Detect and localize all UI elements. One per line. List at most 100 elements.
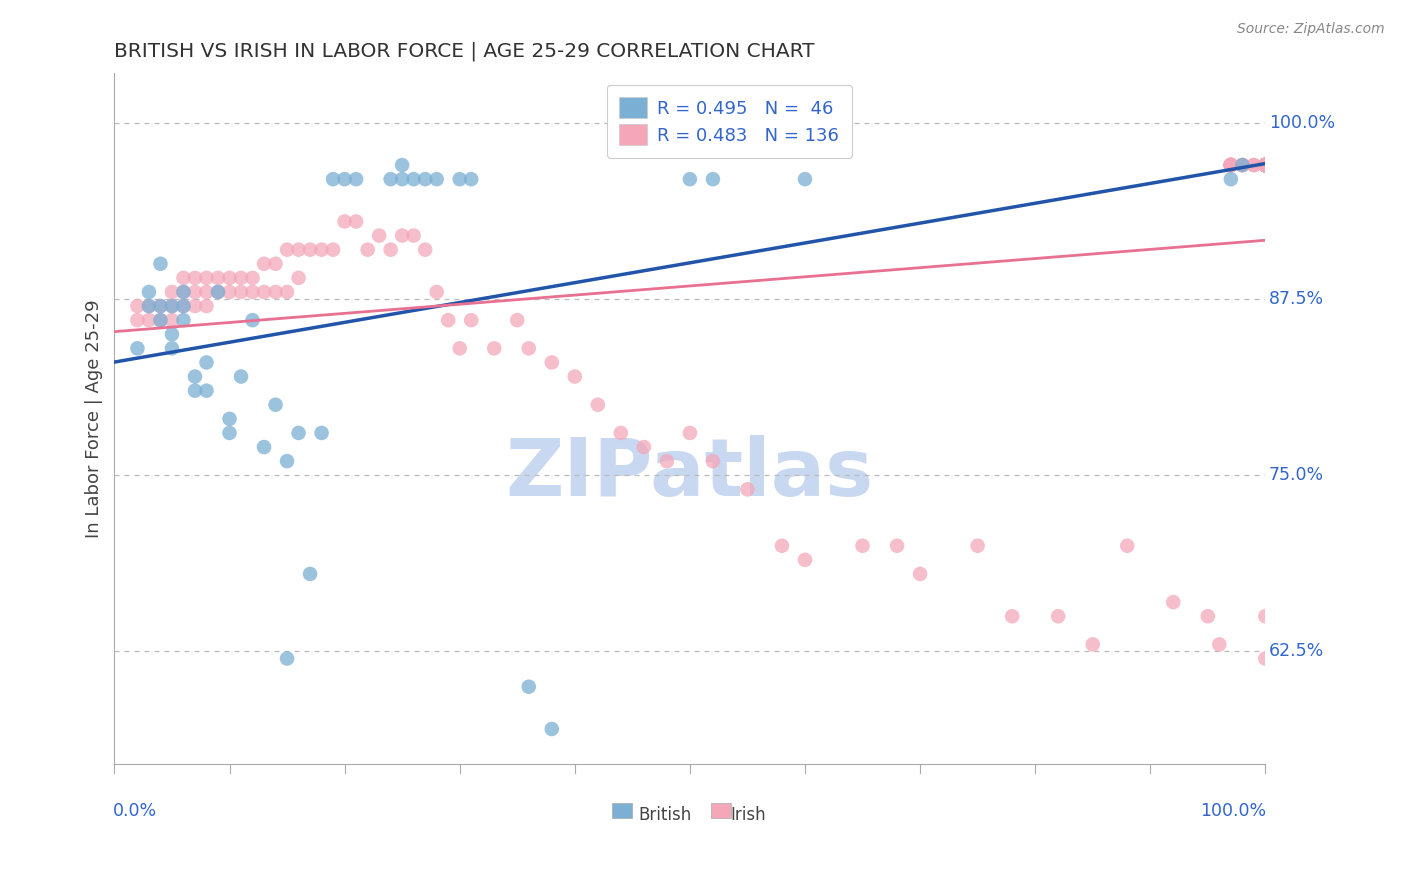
Point (655, 454, 678, 468)
Point (160, 327, 183, 342)
Point (1254, 158, 1277, 172)
Point (1254, 158, 1277, 172)
Point (184, 384, 207, 398)
Point (449, 172, 471, 186)
Point (207, 271, 229, 285)
Point (287, 243, 309, 257)
Point (207, 285, 229, 299)
FancyBboxPatch shape (612, 803, 633, 818)
Point (229, 271, 252, 285)
Point (1219, 158, 1241, 172)
Point (195, 384, 218, 398)
Point (264, 398, 287, 412)
Point (184, 369, 207, 384)
Point (299, 243, 322, 257)
Point (1232, 158, 1254, 172)
Point (138, 313, 160, 327)
Point (851, 539, 873, 553)
Point (1254, 158, 1277, 172)
Point (218, 271, 240, 285)
Text: British: British (638, 805, 692, 823)
Point (149, 299, 172, 313)
Point (1254, 158, 1277, 172)
Point (287, 271, 309, 285)
Point (1243, 158, 1265, 172)
Point (1254, 158, 1277, 172)
Point (1243, 158, 1265, 172)
Point (149, 299, 172, 313)
Point (356, 243, 378, 257)
Point (1047, 609, 1070, 624)
Point (287, 425, 309, 440)
Point (702, 454, 724, 468)
Point (1254, 158, 1277, 172)
Point (311, 425, 333, 440)
Point (1254, 158, 1277, 172)
Point (1254, 158, 1277, 172)
Point (426, 285, 449, 299)
Point (218, 285, 240, 299)
Point (1254, 158, 1277, 172)
Point (679, 172, 702, 186)
Point (276, 454, 298, 468)
Point (242, 285, 264, 299)
Point (402, 172, 425, 186)
Point (1254, 158, 1277, 172)
Point (1254, 158, 1277, 172)
Point (391, 158, 413, 172)
Point (1116, 539, 1139, 553)
Point (253, 257, 276, 271)
Point (1254, 158, 1277, 172)
Point (276, 651, 298, 665)
Point (966, 539, 988, 553)
Point (1232, 158, 1254, 172)
FancyBboxPatch shape (710, 803, 731, 818)
Text: 100.0%: 100.0% (1201, 802, 1267, 821)
Point (172, 285, 194, 299)
Point (1254, 651, 1277, 665)
Point (172, 299, 194, 313)
Text: Source: ZipAtlas.com: Source: ZipAtlas.com (1237, 22, 1385, 37)
Text: 100.0%: 100.0% (1268, 114, 1334, 132)
Point (299, 566, 322, 581)
Point (242, 313, 264, 327)
Point (1254, 158, 1277, 172)
Point (540, 355, 562, 369)
Point (149, 313, 172, 327)
Point (138, 299, 160, 313)
Point (172, 285, 194, 299)
Point (311, 243, 333, 257)
Point (484, 342, 506, 356)
Point (413, 243, 436, 257)
Point (195, 355, 218, 369)
Text: 62.5%: 62.5% (1268, 642, 1324, 660)
Point (322, 243, 344, 257)
Point (127, 299, 149, 313)
Point (460, 313, 482, 327)
Point (794, 172, 817, 186)
Point (1208, 637, 1230, 651)
Point (1232, 158, 1254, 172)
Text: 87.5%: 87.5% (1268, 290, 1324, 308)
Point (1254, 158, 1277, 172)
Point (1219, 158, 1241, 172)
Point (138, 285, 160, 299)
Point (1254, 158, 1277, 172)
Point (633, 440, 655, 454)
Point (540, 722, 562, 736)
Point (322, 172, 344, 186)
Point (1254, 158, 1277, 172)
Point (1219, 158, 1241, 172)
Point (264, 285, 287, 299)
Point (1254, 158, 1277, 172)
Point (1254, 158, 1277, 172)
Point (1197, 609, 1219, 624)
Point (218, 425, 240, 440)
Point (344, 214, 367, 228)
Point (184, 285, 207, 299)
Point (1254, 609, 1277, 624)
Point (160, 299, 183, 313)
Point (391, 228, 413, 243)
Text: 75.0%: 75.0% (1268, 467, 1324, 484)
Point (437, 313, 460, 327)
